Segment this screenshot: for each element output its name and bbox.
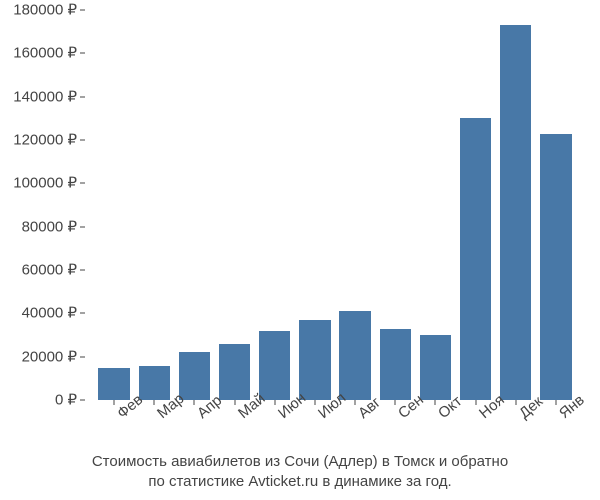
bar-slot — [255, 10, 295, 400]
x-tick-mark — [435, 400, 436, 405]
x-label-slot: Июл — [295, 405, 335, 455]
x-tick-mark — [114, 400, 115, 405]
caption-line-2: по статистике Avticket.ru в динамике за … — [148, 473, 451, 490]
bar-slot — [295, 10, 335, 400]
x-label-slot: Авг — [335, 405, 375, 455]
x-tick-mark — [355, 400, 356, 405]
bar — [420, 335, 451, 400]
bar — [98, 368, 129, 401]
x-tick-mark — [234, 400, 235, 405]
bar — [500, 25, 531, 400]
bar — [460, 118, 491, 400]
y-tick-label: 160000 ₽ — [0, 46, 77, 61]
bar-slot — [94, 10, 134, 400]
caption-line-1: Стоимость авиабилетов из Сочи (Адлер) в … — [92, 453, 508, 470]
y-tick-label: 180000 ₽ — [0, 3, 77, 18]
y-tick-label: 80000 ₽ — [0, 219, 77, 234]
bar-slot — [496, 10, 536, 400]
x-tick-mark — [515, 400, 516, 405]
bar — [179, 352, 210, 400]
bar — [219, 344, 250, 400]
y-tick-label: 140000 ₽ — [0, 89, 77, 104]
bar-slot — [134, 10, 174, 400]
bar-slot — [335, 10, 375, 400]
x-label-slot: Янв — [536, 405, 576, 455]
x-label-slot: Ноя — [456, 405, 496, 455]
y-axis: 0 ₽20000 ₽40000 ₽60000 ₽80000 ₽100000 ₽1… — [0, 10, 85, 400]
x-label-slot: Июн — [255, 405, 295, 455]
x-tick-mark — [555, 400, 556, 405]
bar-slot — [456, 10, 496, 400]
chart-caption: Стоимость авиабилетов из Сочи (Адлер) в … — [0, 452, 600, 493]
y-tick-label: 40000 ₽ — [0, 306, 77, 321]
x-label-slot: Мар — [134, 405, 174, 455]
y-tick-mark — [80, 356, 85, 357]
y-tick-mark — [80, 96, 85, 97]
x-tick-mark — [314, 400, 315, 405]
x-tick-mark — [274, 400, 275, 405]
y-tick-label: 120000 ₽ — [0, 133, 77, 148]
x-label-slot: Окт — [415, 405, 455, 455]
bar — [259, 331, 290, 400]
y-tick-mark — [80, 183, 85, 184]
bar-slot — [174, 10, 214, 400]
x-label-slot: Май — [215, 405, 255, 455]
x-label-slot: Сен — [375, 405, 415, 455]
y-tick-mark — [80, 400, 85, 401]
bar-slot — [415, 10, 455, 400]
x-tick-mark — [154, 400, 155, 405]
bar — [299, 320, 330, 400]
x-tick-mark — [395, 400, 396, 405]
x-label-slot: Фев — [94, 405, 134, 455]
y-tick-mark — [80, 53, 85, 54]
bar-slot — [215, 10, 255, 400]
y-tick-mark — [80, 270, 85, 271]
bar-slot — [536, 10, 576, 400]
x-axis: ФевМарАпрМайИюнИюлАвгСенОктНояДекЯнв — [90, 405, 580, 455]
bar-slot — [375, 10, 415, 400]
y-tick-mark — [80, 313, 85, 314]
y-tick-mark — [80, 140, 85, 141]
chart-plot-area — [90, 10, 580, 400]
y-tick-label: 60000 ₽ — [0, 263, 77, 278]
bar — [540, 134, 571, 401]
x-label-slot: Апр — [174, 405, 214, 455]
y-tick-mark — [80, 226, 85, 227]
y-tick-label: 20000 ₽ — [0, 349, 77, 364]
bar — [139, 366, 170, 400]
x-tick-mark — [475, 400, 476, 405]
y-tick-label: 100000 ₽ — [0, 176, 77, 191]
bar — [339, 311, 370, 400]
x-tick-mark — [194, 400, 195, 405]
bar — [380, 329, 411, 401]
x-label-slot: Дек — [496, 405, 536, 455]
y-tick-label: 0 ₽ — [0, 393, 77, 408]
bars-container — [90, 10, 580, 400]
y-tick-mark — [80, 10, 85, 11]
